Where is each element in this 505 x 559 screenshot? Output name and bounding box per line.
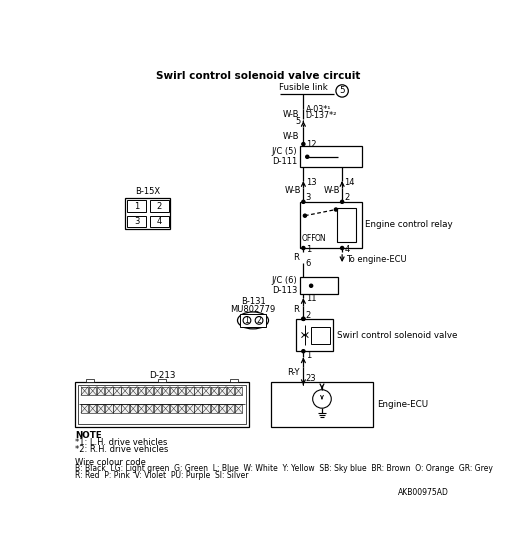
Text: 3: 3 [306,193,311,202]
Circle shape [302,318,305,320]
Text: 1: 1 [134,202,139,211]
Circle shape [302,350,305,353]
Bar [121,387,129,395]
Text: ON: ON [314,234,326,243]
Text: D-213: D-213 [148,371,175,380]
Bar [194,387,201,395]
Bar [113,387,121,395]
Bar [295,319,333,351]
Text: OFF: OFF [302,234,317,243]
Bar [227,404,234,413]
Text: R-Y: R-Y [287,368,299,377]
Bar [121,404,129,413]
Bar [170,404,177,413]
Text: Swirl control solenoid valve circuit: Swirl control solenoid valve circuit [156,70,361,80]
Text: J/C (5)
D-111: J/C (5) D-111 [272,147,297,167]
Text: *1: L.H. drive vehicles: *1: L.H. drive vehicles [75,438,167,447]
Text: *2: R.H. drive vehicles: *2: R.H. drive vehicles [75,444,168,453]
Bar [138,387,145,395]
Bar [154,387,161,395]
Text: J/C (6)
D-113: J/C (6) D-113 [271,276,297,296]
Bar [299,202,362,248]
Text: 2: 2 [157,202,162,211]
Bar [150,216,169,228]
Text: R: R [293,253,299,262]
Text: MU802779: MU802779 [230,305,276,314]
Text: 2: 2 [306,311,311,320]
Bar [125,198,170,229]
Bar [337,208,356,242]
Text: Wire colour code: Wire colour code [75,458,145,467]
Text: D-137*²: D-137*² [306,111,337,120]
Bar [81,404,88,413]
Circle shape [302,143,305,146]
Bar [227,387,234,395]
Bar [186,404,193,413]
Bar [146,387,153,395]
Text: 2: 2 [257,316,262,325]
Text: Fusible link: Fusible link [279,83,328,92]
Text: Engine control relay: Engine control relay [366,220,453,229]
Bar [235,387,242,395]
Text: 1: 1 [306,245,311,254]
Text: B-131: B-131 [240,297,265,306]
Text: Engine-ECU: Engine-ECU [377,400,428,409]
Text: 6: 6 [306,259,311,268]
Text: 13: 13 [306,178,316,187]
Text: R: R [293,305,299,314]
Bar [219,387,226,395]
Bar [89,404,96,413]
Bar [219,404,226,413]
Circle shape [340,247,344,249]
Bar [178,387,185,395]
Circle shape [302,247,305,249]
Text: 1: 1 [244,316,249,325]
Text: W-B: W-B [323,186,340,195]
Bar [130,387,137,395]
Text: 23: 23 [306,375,316,383]
Text: B: Black  LG: Light green  G: Green  L: Blue  W: White  Y: Yellow  SB: Sky blue : B: Black LG: Light green G: Green L: Blu… [75,464,492,473]
Bar [97,387,105,395]
Bar [194,404,201,413]
Circle shape [310,284,313,287]
Circle shape [302,318,305,320]
Text: W-B: W-B [283,110,299,119]
Bar [211,404,218,413]
Bar [186,387,193,395]
Bar [105,404,113,413]
Text: 5: 5 [296,117,301,126]
Bar [138,404,145,413]
Circle shape [306,155,309,158]
Text: NOTE: NOTE [75,432,102,440]
Text: AKB00975AD: AKB00975AD [398,487,449,496]
Bar [311,326,330,344]
Bar [162,404,169,413]
Text: W-B: W-B [284,186,301,195]
Text: R: Red  P: Pink  V: Violet  PU: Purple  SI: Silver: R: Red P: Pink V: Violet PU: Purple SI: … [75,471,248,480]
Bar [86,379,94,382]
Text: Swirl control solenoid valve: Swirl control solenoid valve [337,330,457,339]
Bar [235,404,242,413]
Text: 11: 11 [306,293,316,302]
Bar [203,387,210,395]
Text: 1: 1 [306,350,311,359]
Text: 12: 12 [307,140,317,149]
Text: 4: 4 [157,217,162,226]
Bar [130,404,137,413]
Text: 2: 2 [344,193,349,202]
Text: B-15X: B-15X [135,187,160,196]
Bar [203,404,210,413]
Text: 4: 4 [344,245,349,254]
Text: 3: 3 [134,217,139,226]
Bar [97,404,105,413]
Text: W-B: W-B [283,132,299,141]
Bar [146,404,153,413]
Bar [230,379,237,382]
Bar [150,200,169,212]
Bar [78,385,246,424]
Bar [158,379,166,382]
Bar [299,277,338,294]
Bar [89,387,96,395]
Circle shape [302,200,305,203]
Bar [81,387,88,395]
